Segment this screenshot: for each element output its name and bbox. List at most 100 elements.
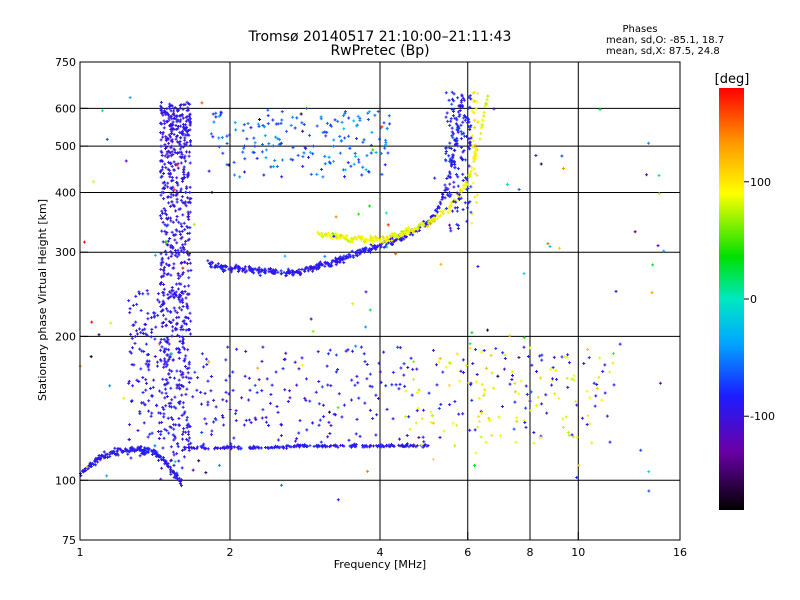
scatter-point bbox=[365, 362, 369, 366]
scatter-point bbox=[195, 447, 199, 451]
scatter-point bbox=[128, 423, 132, 427]
scatter-point bbox=[178, 369, 182, 373]
scatter-point bbox=[169, 127, 173, 131]
scatter-point bbox=[456, 227, 460, 231]
scatter-point bbox=[173, 434, 177, 438]
scatter-point bbox=[411, 233, 415, 237]
scatter-point bbox=[221, 270, 225, 274]
scatter-point bbox=[181, 335, 185, 339]
scatter-point bbox=[475, 91, 479, 95]
scatter-point bbox=[305, 428, 309, 432]
scatter-point bbox=[263, 134, 267, 138]
scatter-point bbox=[301, 164, 305, 168]
scatter-point bbox=[94, 463, 98, 467]
scatter-point bbox=[334, 353, 338, 357]
scatter-point bbox=[267, 142, 271, 146]
scatter-point bbox=[340, 444, 344, 448]
scatter-point bbox=[431, 216, 435, 220]
scatter-point bbox=[525, 392, 529, 396]
scatter-point bbox=[327, 155, 331, 159]
scatter-point bbox=[174, 124, 178, 128]
scatter-point bbox=[203, 417, 207, 421]
scatter-point bbox=[469, 165, 473, 169]
scatter-point bbox=[191, 468, 195, 472]
scatter-point bbox=[479, 435, 483, 439]
scatter-point bbox=[327, 420, 331, 424]
scatter-point bbox=[464, 115, 468, 119]
scatter-point bbox=[143, 322, 147, 326]
scatter-point bbox=[524, 406, 528, 410]
scatter-point bbox=[451, 421, 455, 425]
scatter-point bbox=[461, 208, 465, 212]
scatter-point bbox=[373, 246, 377, 250]
scatter-point bbox=[455, 209, 459, 213]
scatter-point bbox=[397, 236, 401, 240]
scatter-point bbox=[340, 415, 344, 419]
scatter-point bbox=[443, 183, 447, 187]
scatter-point bbox=[588, 396, 592, 400]
scatter-point bbox=[159, 280, 163, 284]
scatter-point bbox=[83, 240, 87, 244]
scatter-point bbox=[167, 296, 171, 300]
scatter-point bbox=[186, 200, 190, 204]
scatter-point bbox=[522, 419, 526, 423]
scatter-point bbox=[455, 118, 459, 122]
scatter-point bbox=[468, 342, 472, 346]
scatter-point bbox=[161, 113, 165, 117]
scatter-point bbox=[437, 360, 441, 364]
scatter-point bbox=[169, 445, 173, 449]
scatter-point bbox=[171, 418, 175, 422]
scatter-point bbox=[381, 240, 385, 244]
scatter-point bbox=[470, 398, 474, 402]
scatter-point bbox=[338, 151, 342, 155]
scatter-point bbox=[311, 152, 315, 156]
scatter-point bbox=[336, 368, 340, 372]
scatter-point bbox=[370, 385, 374, 389]
scatter-point bbox=[288, 396, 292, 400]
scatter-point bbox=[226, 345, 230, 349]
scatter-point bbox=[169, 472, 173, 476]
scatter-point bbox=[234, 409, 238, 413]
scatter-point bbox=[188, 128, 192, 132]
scatter-point bbox=[189, 268, 193, 272]
scatter-point bbox=[383, 146, 387, 150]
scatter-point bbox=[161, 260, 165, 264]
scatter-point bbox=[404, 233, 408, 237]
scatter-point bbox=[229, 447, 233, 451]
scatter-point bbox=[160, 466, 164, 470]
x-tick-label: 4 bbox=[377, 546, 384, 559]
scatter-point bbox=[266, 108, 270, 112]
scatter-point bbox=[181, 266, 185, 270]
scatter-point bbox=[159, 144, 163, 148]
scatter-point bbox=[141, 376, 145, 380]
scatter-point bbox=[183, 410, 187, 414]
scatter-point bbox=[407, 445, 411, 449]
scatter-point bbox=[582, 361, 586, 365]
scatter-point bbox=[453, 444, 457, 448]
scatter-point bbox=[470, 221, 474, 225]
scatter-point bbox=[303, 396, 307, 400]
scatter-point bbox=[452, 92, 456, 96]
scatter-point bbox=[206, 447, 210, 451]
scatter-point bbox=[183, 123, 187, 127]
scatter-point bbox=[172, 168, 176, 172]
scatter-point bbox=[595, 386, 599, 390]
scatter-point bbox=[335, 235, 339, 239]
y-tick-label: 100 bbox=[55, 474, 76, 487]
scatter-point bbox=[129, 456, 133, 460]
scatter-point bbox=[456, 125, 460, 129]
scatter-point bbox=[177, 141, 181, 145]
scatter-point bbox=[161, 456, 165, 460]
scatter-point bbox=[185, 114, 189, 118]
scatter-point bbox=[444, 147, 448, 151]
scatter-point bbox=[473, 146, 477, 150]
scatter-point bbox=[356, 381, 360, 385]
scatter-point bbox=[309, 172, 313, 176]
scatter-point bbox=[368, 248, 372, 252]
scatter-point bbox=[459, 369, 463, 373]
scatter-point bbox=[448, 190, 452, 194]
scatter-point bbox=[181, 125, 185, 129]
scatter-point bbox=[144, 388, 148, 392]
scatter-point bbox=[439, 210, 443, 214]
scatter-point bbox=[471, 91, 475, 95]
